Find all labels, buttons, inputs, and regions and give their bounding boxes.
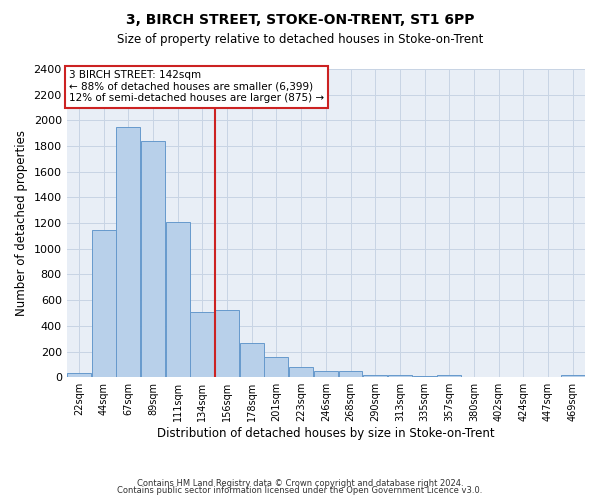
Bar [141,141,165,377]
Bar [215,310,239,377]
Bar [437,374,461,377]
Text: 3 BIRCH STREET: 142sqm
← 88% of detached houses are smaller (6,399)
12% of semi-: 3 BIRCH STREET: 142sqm ← 88% of detached… [69,70,324,104]
Bar [388,374,412,377]
Bar [67,374,91,377]
Bar [92,230,116,377]
Bar [190,312,214,377]
Bar [560,374,584,377]
Bar [338,372,362,377]
Y-axis label: Number of detached properties: Number of detached properties [15,130,28,316]
Bar [240,343,264,377]
Bar [363,374,387,377]
Text: Size of property relative to detached houses in Stoke-on-Trent: Size of property relative to detached ho… [117,32,483,46]
Bar [314,371,338,377]
Bar [265,358,289,377]
X-axis label: Distribution of detached houses by size in Stoke-on-Trent: Distribution of detached houses by size … [157,427,494,440]
Bar [289,367,313,377]
Text: 3, BIRCH STREET, STOKE-ON-TRENT, ST1 6PP: 3, BIRCH STREET, STOKE-ON-TRENT, ST1 6PP [126,12,474,26]
Text: Contains HM Land Registry data © Crown copyright and database right 2024.: Contains HM Land Registry data © Crown c… [137,478,463,488]
Bar [116,127,140,377]
Text: Contains public sector information licensed under the Open Government Licence v3: Contains public sector information licen… [118,486,482,495]
Bar [413,376,437,377]
Bar [166,222,190,377]
